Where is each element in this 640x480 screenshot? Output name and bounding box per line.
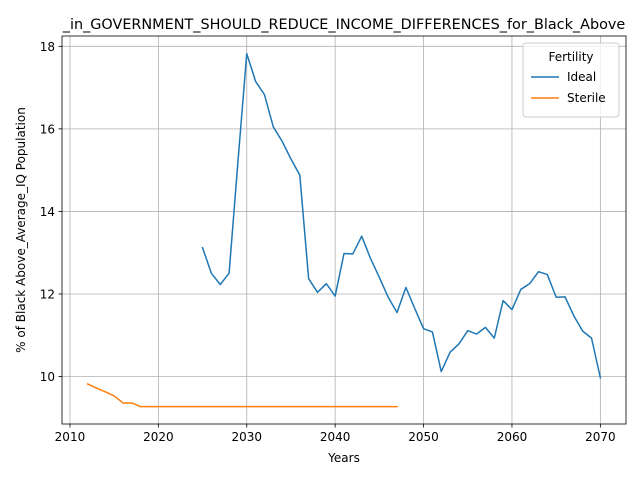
y-axis-ticks: 10 12 14 16 18 [40,40,62,384]
legend-label-sterile: Sterile [567,91,606,105]
y-tick-label: 14 [40,205,55,219]
grid-lines [62,36,626,424]
x-tick-label: 2020 [143,430,174,444]
y-tick-label: 18 [40,40,55,54]
x-tick-label: 2040 [320,430,351,444]
chart-title: _in_GOVERNMENT_SHOULD_REDUCE_INCOME_DIFF… [62,17,626,33]
x-axis-label: Years [327,451,360,465]
legend-title: Fertility [548,50,593,64]
x-tick-label: 2050 [408,430,439,444]
plot-lines [86,53,602,408]
plot-frame [61,35,627,425]
legend-label-ideal: Ideal [567,70,596,84]
x-tick-label: 2030 [231,430,262,444]
series-line-sterile [86,382,398,408]
y-axis-label: % of Black Above_Average_IQ Population [14,107,28,353]
series-line-ideal [201,53,602,379]
y-tick-label: 12 [40,287,55,301]
y-tick-label: 16 [40,122,55,136]
x-tick-label: 2060 [497,430,528,444]
y-tick-label: 10 [40,370,55,384]
x-axis-ticks: 2010 2020 2030 2040 2050 2060 2070 [55,424,616,444]
legend: Fertility Ideal Sterile [522,42,620,118]
x-tick-label: 2070 [585,430,616,444]
x-tick-label: 2010 [55,430,86,444]
